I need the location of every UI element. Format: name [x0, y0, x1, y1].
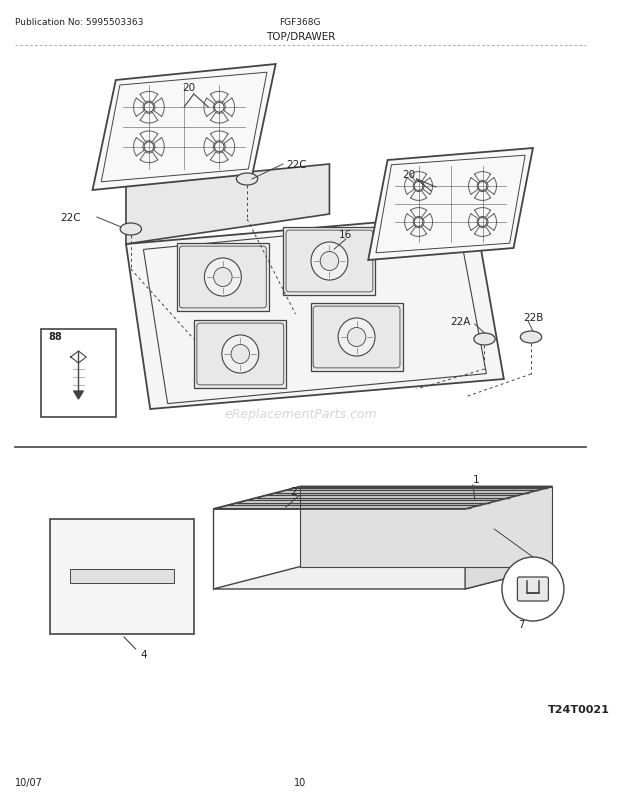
FancyBboxPatch shape — [179, 247, 266, 309]
Circle shape — [414, 218, 423, 227]
Ellipse shape — [520, 331, 542, 343]
Circle shape — [205, 258, 241, 297]
Circle shape — [338, 318, 375, 357]
Text: T24T0021: T24T0021 — [547, 704, 609, 714]
Circle shape — [231, 345, 249, 364]
Polygon shape — [126, 164, 329, 245]
Text: eReplacementParts.com: eReplacementParts.com — [224, 408, 377, 421]
Text: 22A: 22A — [451, 317, 471, 326]
Polygon shape — [213, 567, 552, 589]
Text: 4: 4 — [141, 649, 147, 659]
Circle shape — [478, 218, 487, 227]
FancyBboxPatch shape — [50, 520, 194, 634]
FancyBboxPatch shape — [313, 306, 400, 368]
Circle shape — [502, 557, 564, 622]
Circle shape — [311, 243, 348, 281]
Text: 10/07: 10/07 — [14, 777, 42, 787]
FancyBboxPatch shape — [286, 231, 373, 293]
FancyBboxPatch shape — [41, 330, 117, 418]
Circle shape — [347, 328, 366, 347]
Text: 16: 16 — [339, 229, 352, 240]
Circle shape — [144, 103, 154, 113]
Polygon shape — [74, 391, 83, 399]
Text: 7: 7 — [518, 619, 525, 630]
Circle shape — [215, 103, 224, 113]
Polygon shape — [92, 65, 276, 191]
Bar — [70, 569, 174, 583]
Circle shape — [214, 268, 232, 287]
Circle shape — [320, 252, 339, 271]
Polygon shape — [213, 487, 552, 509]
Text: 22B: 22B — [523, 313, 544, 322]
Text: 22C: 22C — [60, 213, 81, 223]
Circle shape — [215, 143, 224, 152]
Text: 88: 88 — [48, 331, 62, 342]
Polygon shape — [126, 215, 504, 410]
Text: 1: 1 — [473, 475, 479, 484]
Text: Publication No: 5995503363: Publication No: 5995503363 — [14, 18, 143, 27]
Ellipse shape — [236, 174, 258, 186]
Polygon shape — [194, 321, 286, 388]
Ellipse shape — [474, 334, 495, 346]
Text: 20: 20 — [182, 83, 195, 93]
Polygon shape — [368, 149, 533, 261]
Text: TOP/DRAWER: TOP/DRAWER — [266, 32, 335, 42]
Polygon shape — [283, 228, 376, 296]
FancyBboxPatch shape — [197, 324, 284, 386]
Polygon shape — [311, 304, 402, 371]
Text: FGF368G: FGF368G — [280, 18, 321, 27]
Text: 20: 20 — [402, 170, 415, 180]
Polygon shape — [465, 487, 552, 589]
Circle shape — [144, 143, 154, 152]
Polygon shape — [177, 244, 269, 312]
Text: 10: 10 — [294, 777, 306, 787]
Circle shape — [478, 182, 487, 191]
Circle shape — [222, 335, 259, 374]
Polygon shape — [300, 487, 552, 567]
Ellipse shape — [120, 224, 141, 236]
Text: 22C: 22C — [286, 160, 306, 170]
Circle shape — [414, 182, 423, 191]
FancyBboxPatch shape — [518, 577, 549, 602]
Text: 2: 2 — [291, 486, 298, 496]
